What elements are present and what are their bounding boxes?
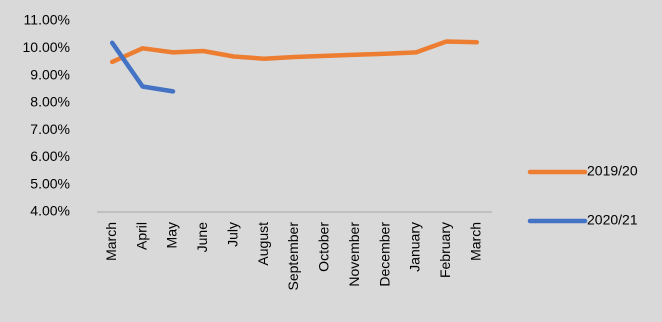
x-tick-label: October bbox=[316, 222, 332, 272]
y-tick-label: 9.00% bbox=[30, 66, 70, 82]
x-tick-label: March bbox=[103, 222, 119, 261]
x-tick-label: July bbox=[224, 222, 240, 247]
x-tick-label: January bbox=[407, 222, 423, 272]
x-tick-label: April bbox=[133, 222, 149, 250]
data-line bbox=[109, 39, 480, 65]
y-tick-label: 7.00% bbox=[30, 121, 70, 137]
y-tick-label: 11.00% bbox=[24, 12, 70, 28]
data-line bbox=[109, 40, 176, 94]
x-tick-label: March bbox=[468, 222, 484, 261]
x-tick-label: September bbox=[285, 222, 301, 291]
legend-label: 2020/21 bbox=[587, 212, 638, 228]
y-tick-label: 4.00% bbox=[30, 203, 70, 219]
x-tick-label: November bbox=[346, 222, 362, 287]
legend-label: 2019/20 bbox=[587, 163, 638, 179]
x-tick-label: February bbox=[437, 222, 453, 278]
y-tick-label: 6.00% bbox=[30, 148, 70, 164]
y-tick-label: 10.00% bbox=[23, 39, 70, 55]
x-tick-label: December bbox=[376, 222, 392, 287]
y-tick-label: 8.00% bbox=[30, 94, 70, 110]
x-tick-label: May bbox=[164, 222, 180, 248]
x-tick-label: June bbox=[194, 222, 210, 253]
x-tick-label: August bbox=[255, 222, 271, 266]
y-tick-label: 5.00% bbox=[30, 175, 70, 191]
